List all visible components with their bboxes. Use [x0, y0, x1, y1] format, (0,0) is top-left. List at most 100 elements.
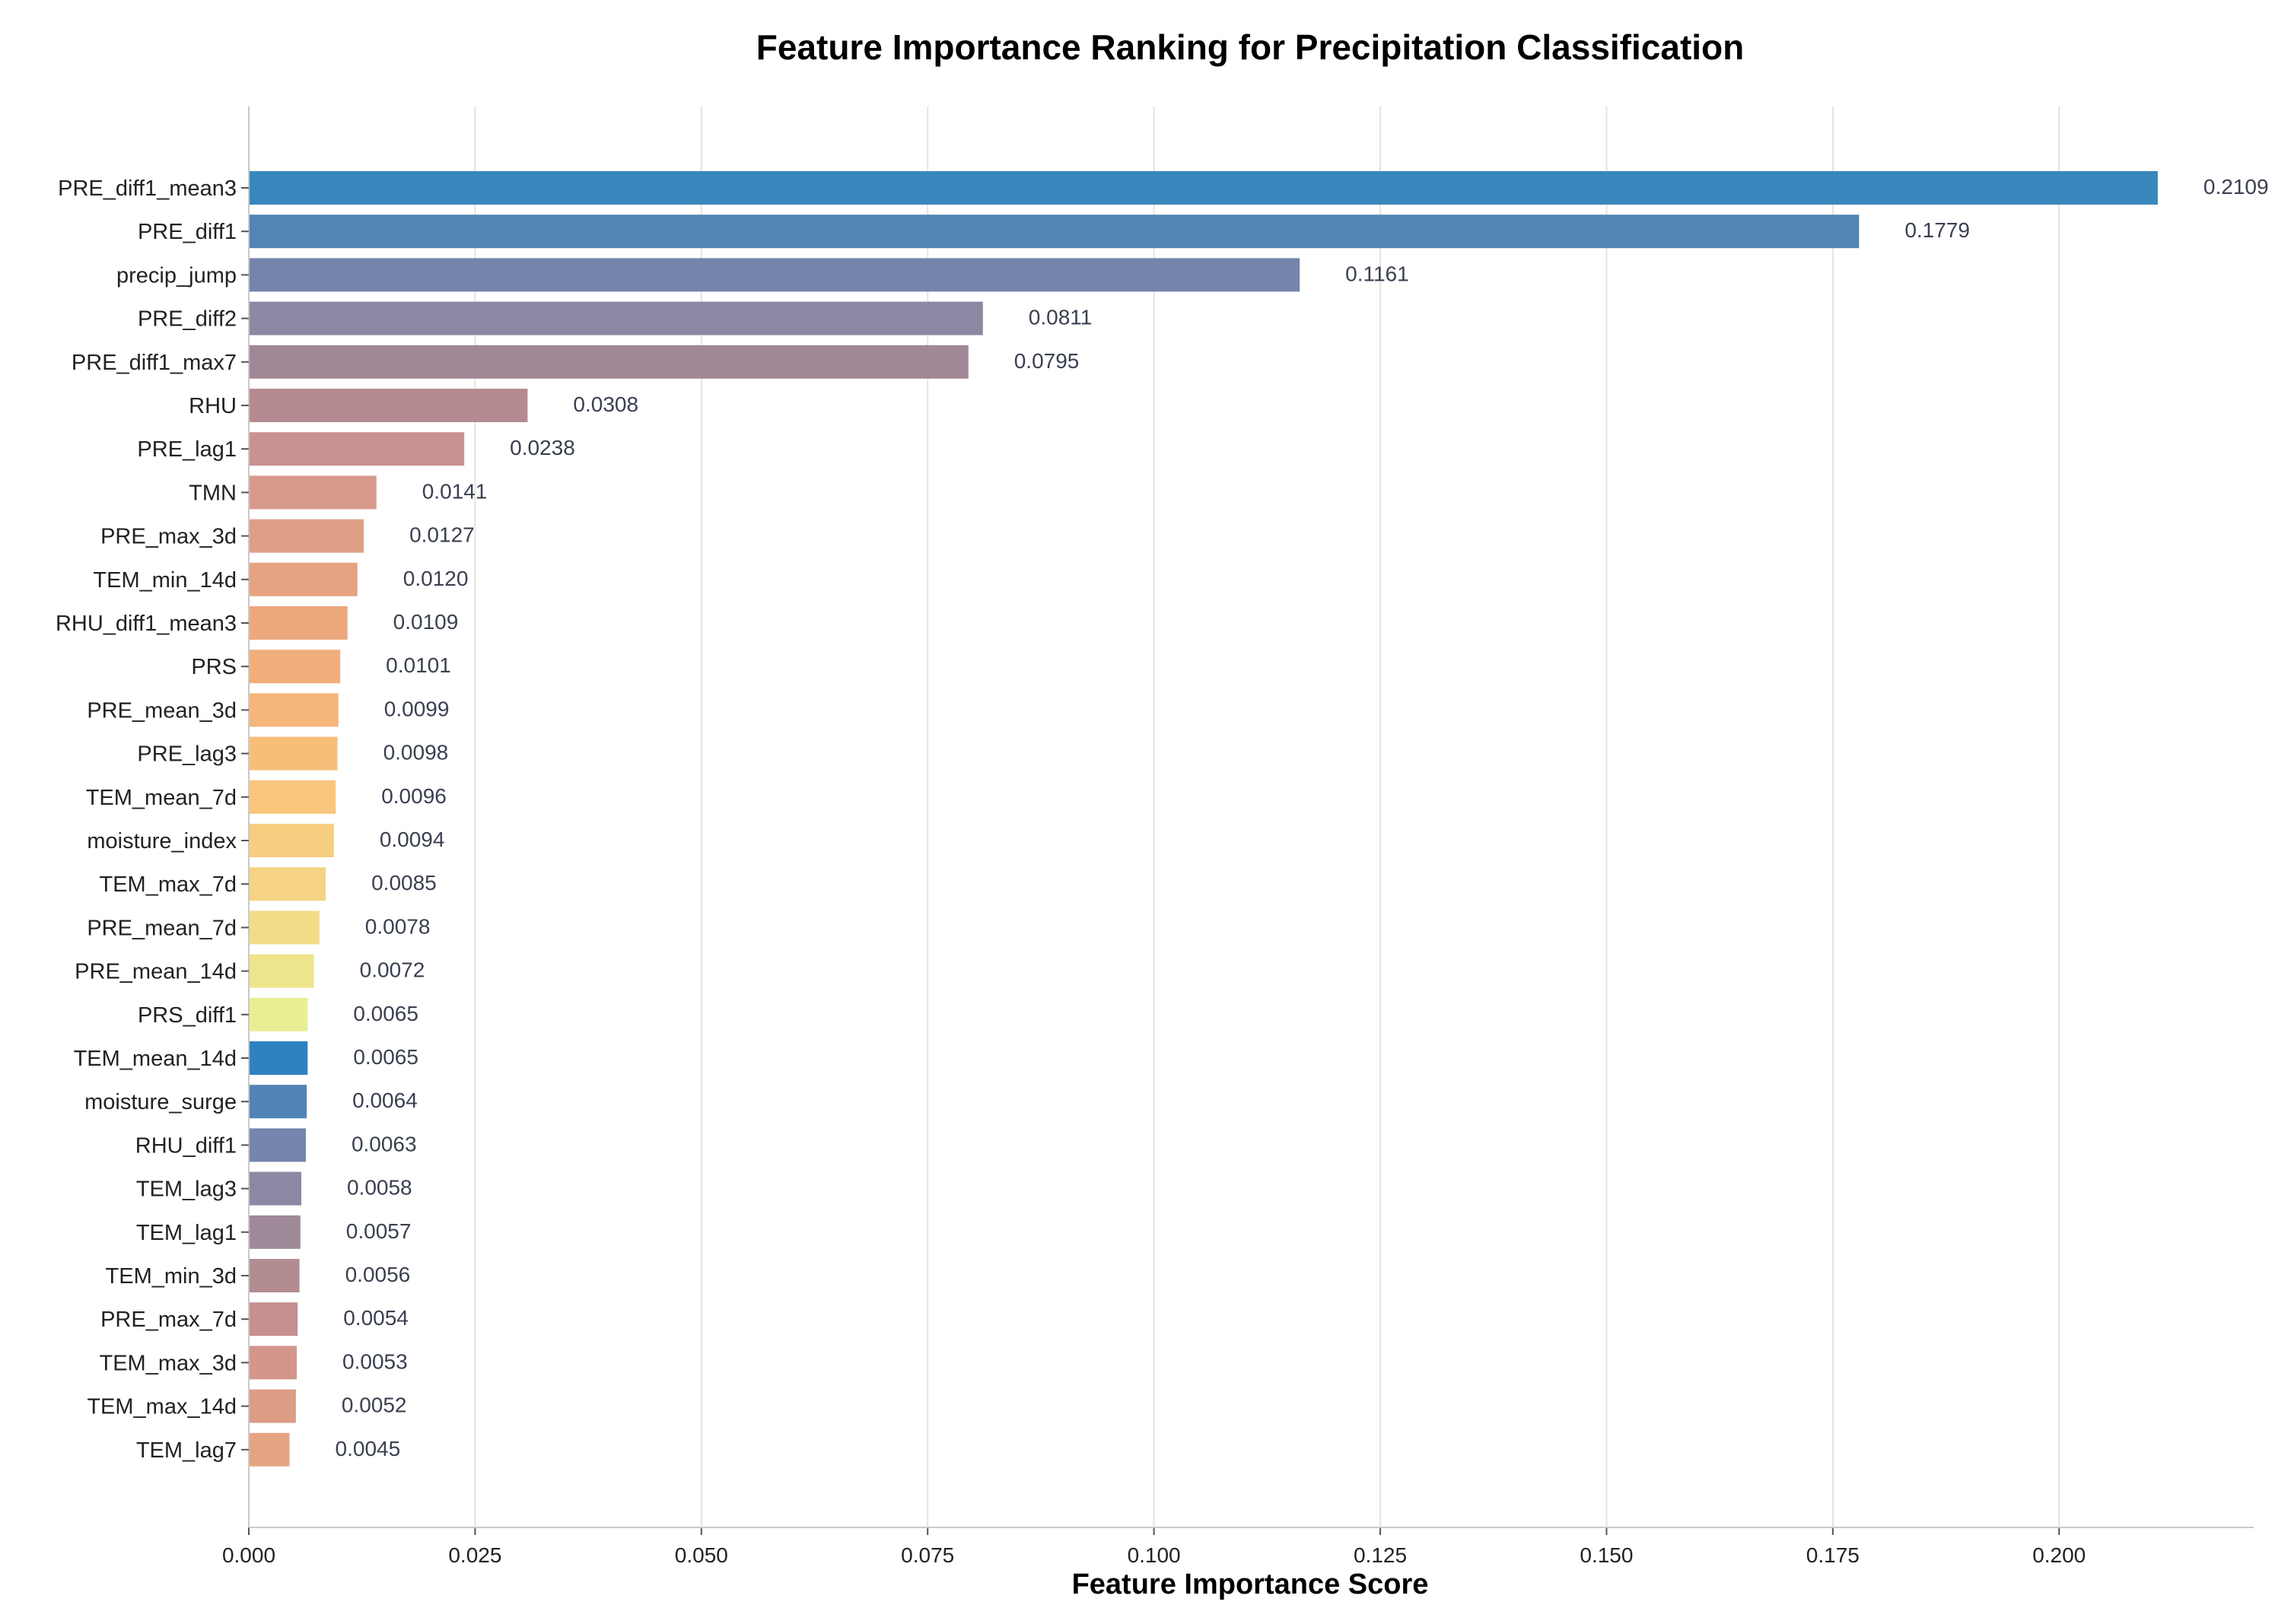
- x-tick-label: 0.000: [222, 1543, 275, 1567]
- category-label: TEM_max_14d: [87, 1395, 237, 1419]
- bar: [250, 606, 348, 640]
- value-label: 0.2109: [2203, 175, 2269, 199]
- bar: [250, 432, 465, 466]
- bar: [250, 215, 1860, 249]
- value-labels: 0.2109 0.1779 0.1161 0.0811 0.0795 0.0308 0.02…: [336, 175, 2269, 1460]
- category-label: RHU: [189, 394, 237, 418]
- value-label: 0.0065: [353, 1002, 418, 1025]
- category-label: PRS: [191, 655, 237, 679]
- value-label: 0.0795: [1014, 349, 1080, 373]
- category-label: RHU_diff1: [135, 1133, 237, 1158]
- value-label: 0.0056: [345, 1263, 411, 1286]
- bar: [250, 475, 377, 510]
- category-labels: PRE_diff1_mean3 PRE_diff1 precip_jump PRE_d…: [56, 176, 237, 1463]
- bar: [250, 1346, 298, 1380]
- value-label: 0.1161: [1345, 262, 1409, 285]
- bar: [250, 389, 528, 422]
- value-label: 0.0238: [510, 436, 575, 459]
- x-tick-label: 0.025: [448, 1543, 501, 1567]
- value-label: 0.0065: [353, 1045, 418, 1069]
- category-label: PRE_mean_7d: [87, 916, 237, 940]
- category-label: moisture_surge: [84, 1090, 237, 1114]
- value-label: 0.0064: [352, 1088, 418, 1112]
- bar: [250, 1215, 301, 1249]
- value-label: 0.0085: [371, 871, 437, 895]
- category-label: TMN: [189, 481, 237, 505]
- value-label: 0.0096: [381, 784, 447, 808]
- value-label: 0.0057: [346, 1219, 412, 1243]
- bar: [250, 736, 338, 771]
- bar: [250, 258, 1300, 292]
- bar: [250, 1389, 296, 1423]
- bar: [250, 693, 339, 727]
- value-label: 0.0053: [342, 1349, 408, 1373]
- x-tick-label: 0.125: [1354, 1543, 1407, 1567]
- category-label: moisture_index: [87, 829, 237, 853]
- bar: [250, 519, 364, 553]
- bar: [250, 650, 341, 684]
- category-label: TEM_min_3d: [106, 1264, 237, 1289]
- value-label: 0.1779: [1904, 218, 1970, 242]
- x-tick-label: 0.050: [675, 1543, 728, 1567]
- category-label: PRE_lag1: [137, 437, 237, 462]
- bar: [250, 1259, 300, 1292]
- bar: [250, 997, 308, 1031]
- x-tick-label: 0.100: [1128, 1543, 1181, 1567]
- value-label: 0.0094: [380, 828, 445, 851]
- value-label: 0.0063: [352, 1132, 417, 1155]
- x-tick-label: 0.075: [901, 1543, 954, 1567]
- value-label: 0.0098: [383, 741, 449, 764]
- category-label: precip_jump: [116, 263, 237, 288]
- category-label: TEM_mean_14d: [74, 1047, 237, 1071]
- x-tick-label: 0.150: [1580, 1543, 1633, 1567]
- value-label: 0.0308: [573, 392, 638, 416]
- bar: [250, 1432, 290, 1467]
- value-label: 0.0109: [393, 610, 459, 634]
- category-label: PRE_mean_3d: [87, 698, 237, 723]
- value-label: 0.0099: [384, 697, 450, 720]
- bar: [250, 824, 334, 857]
- bar: [250, 171, 2158, 205]
- bar: [250, 954, 314, 988]
- category-label: RHU_diff1_mean3: [56, 612, 237, 636]
- bar: [250, 1128, 306, 1162]
- category-label: TEM_lag7: [136, 1438, 237, 1463]
- bar: [250, 1171, 301, 1206]
- value-label: 0.0078: [365, 914, 431, 938]
- value-label: 0.0054: [343, 1306, 409, 1330]
- x-tick-label: 0.175: [1806, 1543, 1860, 1567]
- category-label: TEM_mean_7d: [86, 786, 237, 810]
- category-label: TEM_lag1: [136, 1221, 237, 1245]
- category-label: PRE_diff1: [138, 220, 237, 244]
- value-label: 0.0127: [409, 523, 475, 547]
- category-label: PRE_diff2: [138, 307, 237, 332]
- category-label: PRE_max_3d: [100, 525, 237, 549]
- value-label: 0.0045: [336, 1437, 401, 1460]
- value-label: 0.0052: [342, 1394, 407, 1417]
- grid-lines: [474, 106, 2060, 1527]
- bar: [250, 301, 983, 335]
- category-label: PRE_max_7d: [100, 1308, 237, 1332]
- category-label: TEM_max_3d: [99, 1351, 237, 1375]
- value-label: 0.0120: [403, 567, 469, 590]
- bar: [250, 867, 326, 901]
- category-label: PRE_lag3: [137, 742, 237, 767]
- bar: [250, 1085, 307, 1119]
- bar: [250, 780, 336, 814]
- category-label: PRE_diff1_mean3: [58, 176, 237, 201]
- bar: [250, 1302, 298, 1336]
- category-label: PRE_mean_14d: [75, 960, 237, 984]
- x-tick-label: 0.200: [2032, 1543, 2086, 1567]
- bars: [250, 171, 2158, 1467]
- value-label: 0.0058: [347, 1176, 412, 1200]
- x-tick-labels: 0.000 0.025 0.050 0.075 0.100 0.125 0.150 0.175…: [222, 1543, 2086, 1567]
- category-label: PRS_diff1: [138, 1003, 237, 1028]
- value-label: 0.0101: [386, 653, 451, 677]
- value-label: 0.0811: [1029, 306, 1093, 329]
- chart-title: Feature Importance Ranking for Precipita…: [756, 27, 1745, 67]
- x-axis-title: Feature Importance Score: [1072, 1568, 1429, 1600]
- axes: [241, 106, 2254, 1535]
- category-label: TEM_lag3: [136, 1177, 237, 1202]
- value-label: 0.0141: [422, 479, 488, 503]
